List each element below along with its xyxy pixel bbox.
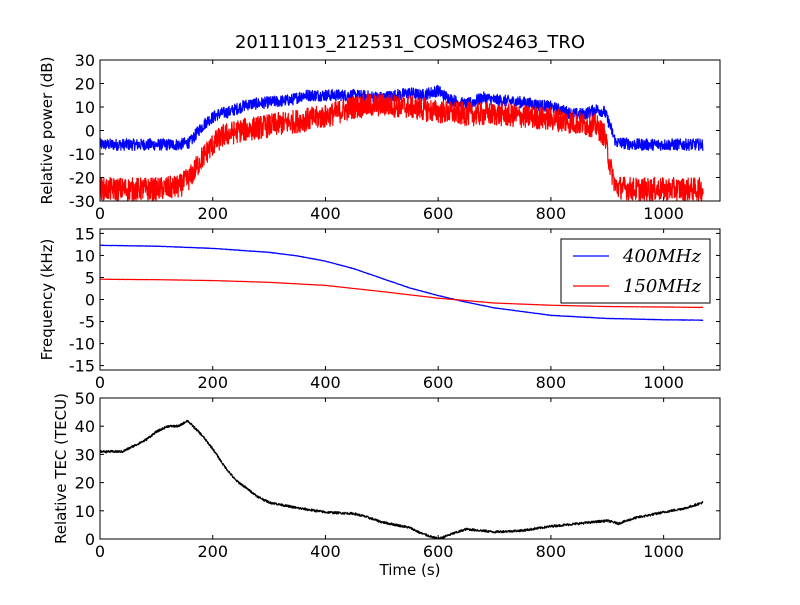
y-tick-label: 0 bbox=[85, 530, 95, 549]
series-line-1-2 bbox=[100, 93, 704, 201]
x-tick-label: 600 bbox=[423, 542, 454, 561]
y-tick-label: 0 bbox=[85, 122, 95, 141]
x-tick-label: 200 bbox=[197, 373, 228, 392]
y-tick-label: 20 bbox=[75, 474, 95, 493]
x-tick-label: 600 bbox=[423, 373, 454, 392]
y-tick-label: 50 bbox=[75, 389, 95, 408]
y-axis-label-1: Relative power (dB) bbox=[38, 57, 56, 205]
y-tick-label: 10 bbox=[75, 502, 95, 521]
y-tick-label: -5 bbox=[79, 313, 95, 332]
x-tick-label: 0 bbox=[95, 542, 105, 561]
x-tick-label: 400 bbox=[310, 204, 341, 223]
x-tick-label: 200 bbox=[197, 542, 228, 561]
y-tick-label: 0 bbox=[85, 291, 95, 310]
x-axis-label: Time (s) bbox=[379, 561, 441, 579]
y-tick-label: 10 bbox=[75, 246, 95, 265]
x-tick-label: 400 bbox=[310, 373, 341, 392]
legend-box bbox=[560, 238, 711, 304]
y-tick-label: 40 bbox=[75, 417, 95, 436]
x-tick-label: 800 bbox=[536, 542, 567, 561]
x-tick-label: 0 bbox=[95, 373, 105, 392]
legend-label-2: 150MHz bbox=[623, 276, 701, 297]
y-tick-label: 5 bbox=[85, 268, 95, 287]
y-axis-label-3: Relative TEC (TECU) bbox=[52, 393, 70, 544]
y-tick-label: -20 bbox=[69, 169, 95, 188]
figure-title: 20111013_212531_COSMOS2463_TRO bbox=[235, 32, 585, 53]
plot-area-2 bbox=[100, 244, 704, 321]
y-tick-label: 30 bbox=[75, 51, 95, 70]
x-tick-label: 1000 bbox=[643, 373, 684, 392]
axes-frame-3 bbox=[99, 397, 721, 540]
y-tick-label: -30 bbox=[69, 192, 95, 211]
y-tick-label: 20 bbox=[75, 75, 95, 94]
x-tick-label: 600 bbox=[423, 204, 454, 223]
series-line-2-2 bbox=[100, 278, 704, 309]
x-tick-label: 800 bbox=[536, 204, 567, 223]
x-tick-label: 1000 bbox=[643, 542, 684, 561]
y-tick-label: 10 bbox=[75, 98, 95, 117]
legend-label-1: 400MHz bbox=[622, 246, 701, 267]
y-axis-label-2: Frequency (kHz) bbox=[38, 239, 56, 361]
x-tick-label: 400 bbox=[310, 542, 341, 561]
y-tick-label: -10 bbox=[69, 335, 95, 354]
y-tick-label: 30 bbox=[75, 445, 95, 464]
x-tick-label: 200 bbox=[197, 204, 228, 223]
plot-area-3 bbox=[100, 419, 704, 539]
plot-area-1 bbox=[100, 84, 704, 201]
x-tick-label: 0 bbox=[95, 204, 105, 223]
y-tick-label: -10 bbox=[69, 145, 95, 164]
y-tick-label: -15 bbox=[69, 357, 95, 376]
y-tick-label: 15 bbox=[75, 224, 95, 243]
x-tick-label: 800 bbox=[536, 373, 567, 392]
x-tick-label: 1000 bbox=[643, 204, 684, 223]
series-line-3-1 bbox=[100, 419, 704, 539]
series-line-2-1 bbox=[100, 244, 704, 321]
